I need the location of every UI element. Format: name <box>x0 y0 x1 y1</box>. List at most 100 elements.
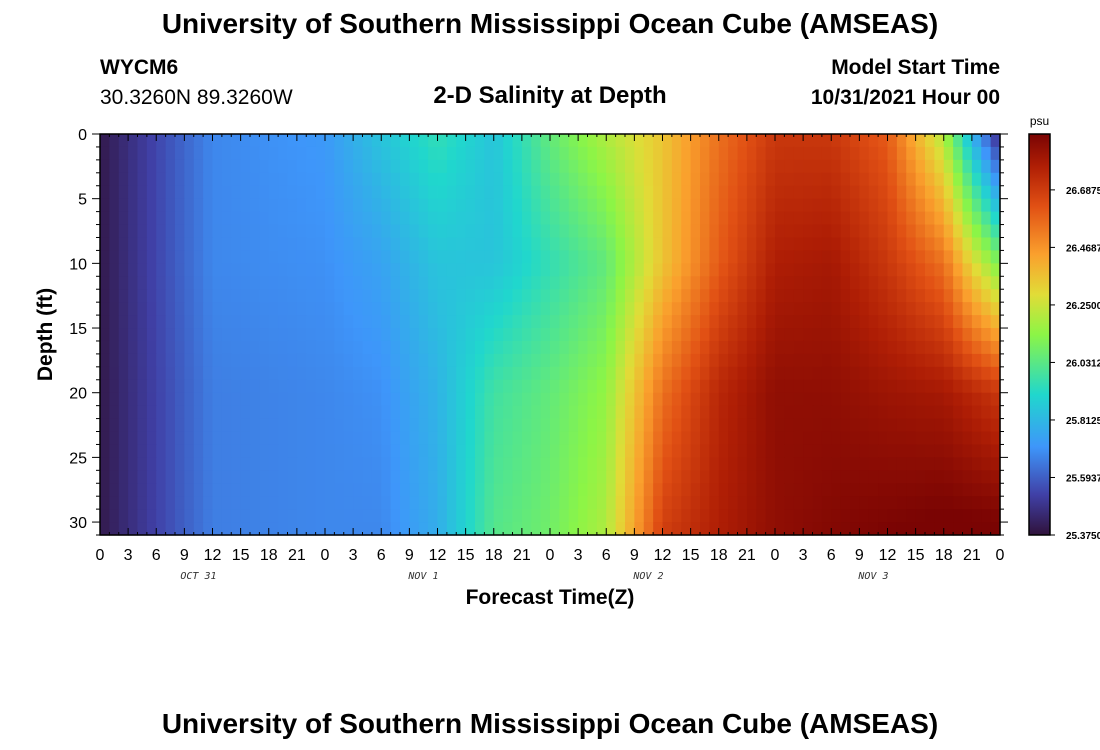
heat-cell <box>362 211 373 226</box>
heat-cell <box>175 224 185 239</box>
heat-cell <box>521 211 532 226</box>
heat-cell <box>475 431 485 446</box>
heat-cell <box>728 328 739 342</box>
heat-cell <box>718 470 729 484</box>
heat-cell <box>953 250 964 264</box>
heat-cell <box>990 263 1001 277</box>
heat-cell <box>831 353 842 368</box>
heat-cell <box>868 224 879 239</box>
heat-cell <box>437 134 448 148</box>
heat-cell <box>934 211 945 226</box>
heat-cell <box>325 470 335 484</box>
heat-cell <box>137 379 148 394</box>
heat-cell <box>456 431 467 446</box>
heat-cell <box>118 431 129 446</box>
heat-cell <box>934 289 945 303</box>
heat-cell <box>568 457 579 471</box>
heat-cell <box>709 146 720 161</box>
heat-cell <box>821 211 832 226</box>
heat-cell <box>531 353 542 368</box>
heat-cell <box>981 509 992 523</box>
heat-cell <box>587 379 598 394</box>
heat-cell <box>156 263 167 277</box>
heat-cell <box>803 198 814 213</box>
heat-cell <box>390 340 401 355</box>
heat-cell <box>306 250 317 264</box>
heat-cell <box>709 211 720 226</box>
heat-cell <box>643 353 654 368</box>
heat-cell <box>390 134 401 148</box>
heat-cell <box>643 237 654 252</box>
heat-cell <box>428 224 439 239</box>
heat-cell <box>400 457 410 471</box>
heat-cell <box>793 328 804 342</box>
heat-cell <box>521 250 532 264</box>
heat-cell <box>268 211 279 226</box>
heat-cell <box>746 224 757 239</box>
colorbar-tick-label: 26.2500 <box>1066 301 1100 312</box>
heat-cell <box>746 146 757 161</box>
heat-cell <box>221 457 232 471</box>
heat-cell <box>175 340 185 355</box>
heat-cell <box>371 315 382 329</box>
heat-cell <box>250 134 260 148</box>
heat-cell <box>512 134 523 148</box>
heat-cell <box>896 328 907 342</box>
heat-cell <box>428 172 439 187</box>
heat-cell <box>212 457 223 471</box>
heat-cell <box>690 263 701 277</box>
heat-cell <box>540 470 551 484</box>
heat-cell <box>315 289 326 303</box>
heat-cell <box>981 340 992 355</box>
heat-cell <box>850 353 860 368</box>
y-tick-label: 30 <box>69 515 87 532</box>
heat-cell <box>690 496 701 510</box>
heat-cell <box>859 185 870 200</box>
heat-cell <box>765 418 776 433</box>
heat-cell <box>521 263 532 277</box>
heat-cell <box>437 405 448 420</box>
heat-cell <box>531 328 542 342</box>
heat-cell <box>100 353 110 368</box>
heat-cell <box>456 328 467 342</box>
heat-cell <box>296 224 307 239</box>
heat-cell <box>671 392 682 407</box>
heat-cell <box>971 392 982 407</box>
heat-cell <box>156 418 167 433</box>
heat-cell <box>362 457 373 471</box>
heat-cell <box>250 159 260 174</box>
heat-cell <box>221 392 232 407</box>
heat-cell <box>784 366 795 381</box>
heat-cell <box>371 418 382 433</box>
heat-cell <box>578 405 589 420</box>
heat-cell <box>381 237 392 252</box>
heat-cell <box>512 379 523 394</box>
heat-cell <box>550 522 560 536</box>
heat-cell <box>718 224 729 239</box>
x-tick-label: 3 <box>349 547 358 564</box>
heat-cell <box>484 483 495 497</box>
heat-cell <box>878 315 889 329</box>
heat-cell <box>428 431 439 446</box>
heat-cell <box>390 250 401 264</box>
heat-cell <box>203 185 214 200</box>
colorbar-frame <box>1028 133 1051 536</box>
heat-cell <box>118 276 129 290</box>
heat-cell <box>859 522 870 536</box>
heat-cell <box>156 159 167 174</box>
heat-cell <box>165 146 176 161</box>
heat-cell <box>700 134 710 148</box>
heat-cell <box>850 276 860 290</box>
heat-cell <box>606 198 617 213</box>
heat-cell <box>840 263 851 277</box>
heat-cell <box>484 302 495 316</box>
heat-cell <box>268 146 279 161</box>
heat-cell <box>821 366 832 381</box>
heat-cell <box>821 302 832 316</box>
heat-cell <box>943 198 954 213</box>
heat-cell <box>156 224 167 239</box>
heat-cell <box>306 496 317 510</box>
heat-cell <box>268 340 279 355</box>
heat-cell <box>634 509 645 523</box>
heat-cell <box>784 146 795 161</box>
